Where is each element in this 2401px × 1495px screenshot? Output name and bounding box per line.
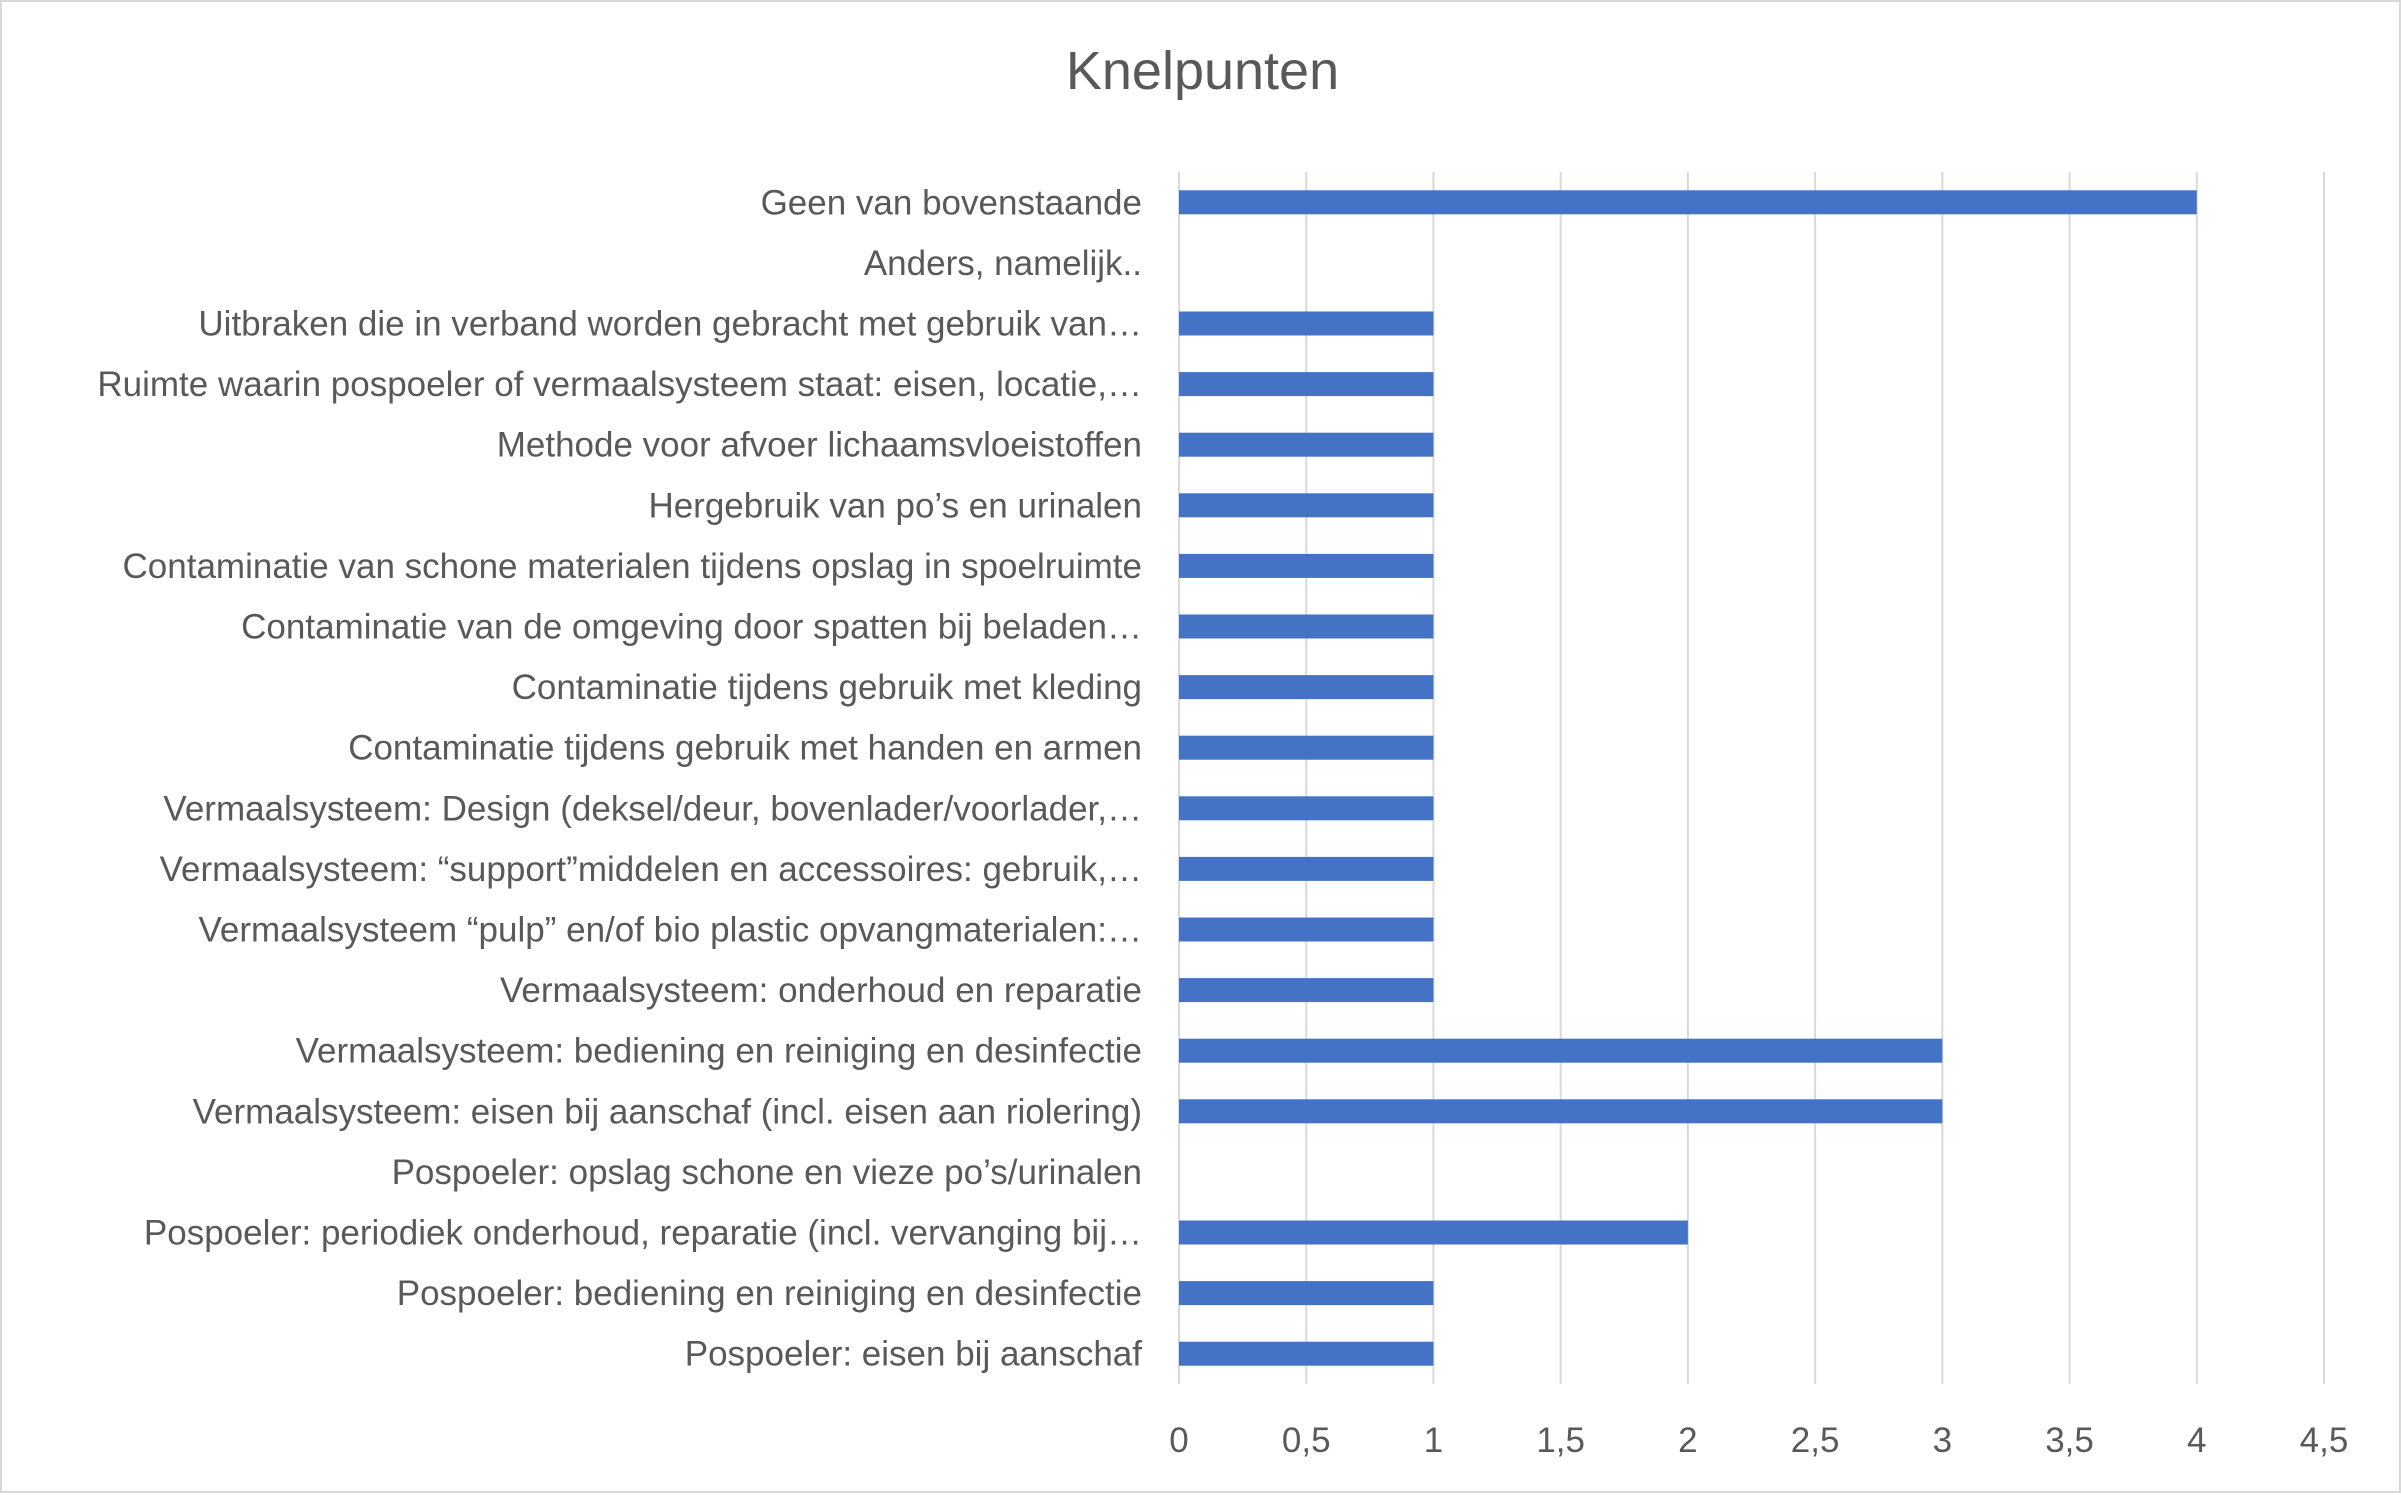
bar	[1179, 796, 1434, 821]
bar	[1179, 675, 1434, 700]
bar	[1179, 1341, 1434, 1366]
bar	[1179, 1099, 1943, 1124]
category-label: Contaminatie tijdens gebruik met kleding	[512, 668, 1142, 707]
gridlines	[1178, 172, 2325, 1384]
x-tick-label: 0	[1169, 1421, 1188, 1460]
bars	[1179, 190, 2197, 1366]
x-tick-label: 3	[1933, 1421, 1952, 1460]
x-tick-label: 2	[1678, 1421, 1697, 1460]
category-label: Vermaalsysteem: onderhoud en reparatie	[500, 971, 1142, 1010]
category-label: Vermaalsysteem: “support”middelen en acc…	[160, 850, 1142, 889]
category-label: Pospoeler: bediening en reiniging en des…	[397, 1274, 1142, 1313]
chart-title: Knelpunten	[1065, 41, 1340, 101]
category-label: Vermaalsysteem: eisen bij aanschaf (incl…	[193, 1092, 1142, 1131]
bar	[1179, 735, 1434, 760]
bar	[1179, 978, 1434, 1003]
x-tick-label: 1,5	[1536, 1421, 1585, 1460]
x-tick-label: 4	[2187, 1421, 2206, 1460]
bar	[1179, 493, 1434, 518]
x-tick-label: 4,5	[2300, 1421, 2349, 1460]
category-label: Vermaalsysteem: Design (deksel/deur, bov…	[163, 789, 1142, 828]
category-label: Contaminatie van schone materialen tijde…	[123, 547, 1142, 586]
category-label: Anders, namelijk..	[864, 244, 1142, 283]
category-labels: Geen van bovenstaande Anders, namelijk.. U…	[97, 183, 1142, 1373]
category-label: Vermaalsysteem “pulp” en/of bio plastic …	[198, 911, 1142, 950]
bar	[1179, 1281, 1434, 1306]
category-label: Pospoeler: eisen bij aanschaf	[685, 1335, 1143, 1374]
x-tick-labels: 0 0,5 1 1,5 2 2,5 3 3,5 4 4,5	[1169, 1421, 2348, 1460]
category-label: Geen van bovenstaande	[761, 183, 1142, 222]
bar	[1179, 917, 1434, 942]
category-label: Hergebruik van po’s en urinalen	[648, 486, 1142, 525]
bar	[1179, 856, 1434, 881]
bar	[1179, 190, 2197, 215]
bar	[1179, 372, 1434, 397]
x-tick-label: 1	[1424, 1421, 1443, 1460]
category-label: Uitbraken die in verband worden gebracht…	[198, 305, 1142, 344]
bar	[1179, 432, 1434, 457]
bar	[1179, 553, 1434, 578]
bar	[1179, 614, 1434, 639]
category-label: Ruimte waarin pospoeler of vermaalsystee…	[97, 365, 1142, 404]
category-label: Vermaalsysteem: bediening en reiniging e…	[296, 1032, 1142, 1071]
x-tick-label: 0,5	[1282, 1421, 1331, 1460]
bar	[1179, 311, 1434, 336]
bar	[1179, 1220, 1688, 1245]
category-label: Contaminatie van de omgeving door spatte…	[241, 608, 1142, 647]
x-tick-label: 3,5	[2045, 1421, 2094, 1460]
category-label: Pospoeler: opslag schone en vieze po’s/u…	[392, 1153, 1142, 1192]
x-tick-label: 2,5	[1791, 1421, 1840, 1460]
bar	[1179, 1038, 1943, 1063]
category-label: Methode voor afvoer lichaamsvloeistoffen	[497, 426, 1142, 465]
category-label: Contaminatie tijdens gebruik met handen …	[348, 729, 1142, 768]
category-label: Pospoeler: periodiek onderhoud, reparati…	[144, 1214, 1142, 1253]
